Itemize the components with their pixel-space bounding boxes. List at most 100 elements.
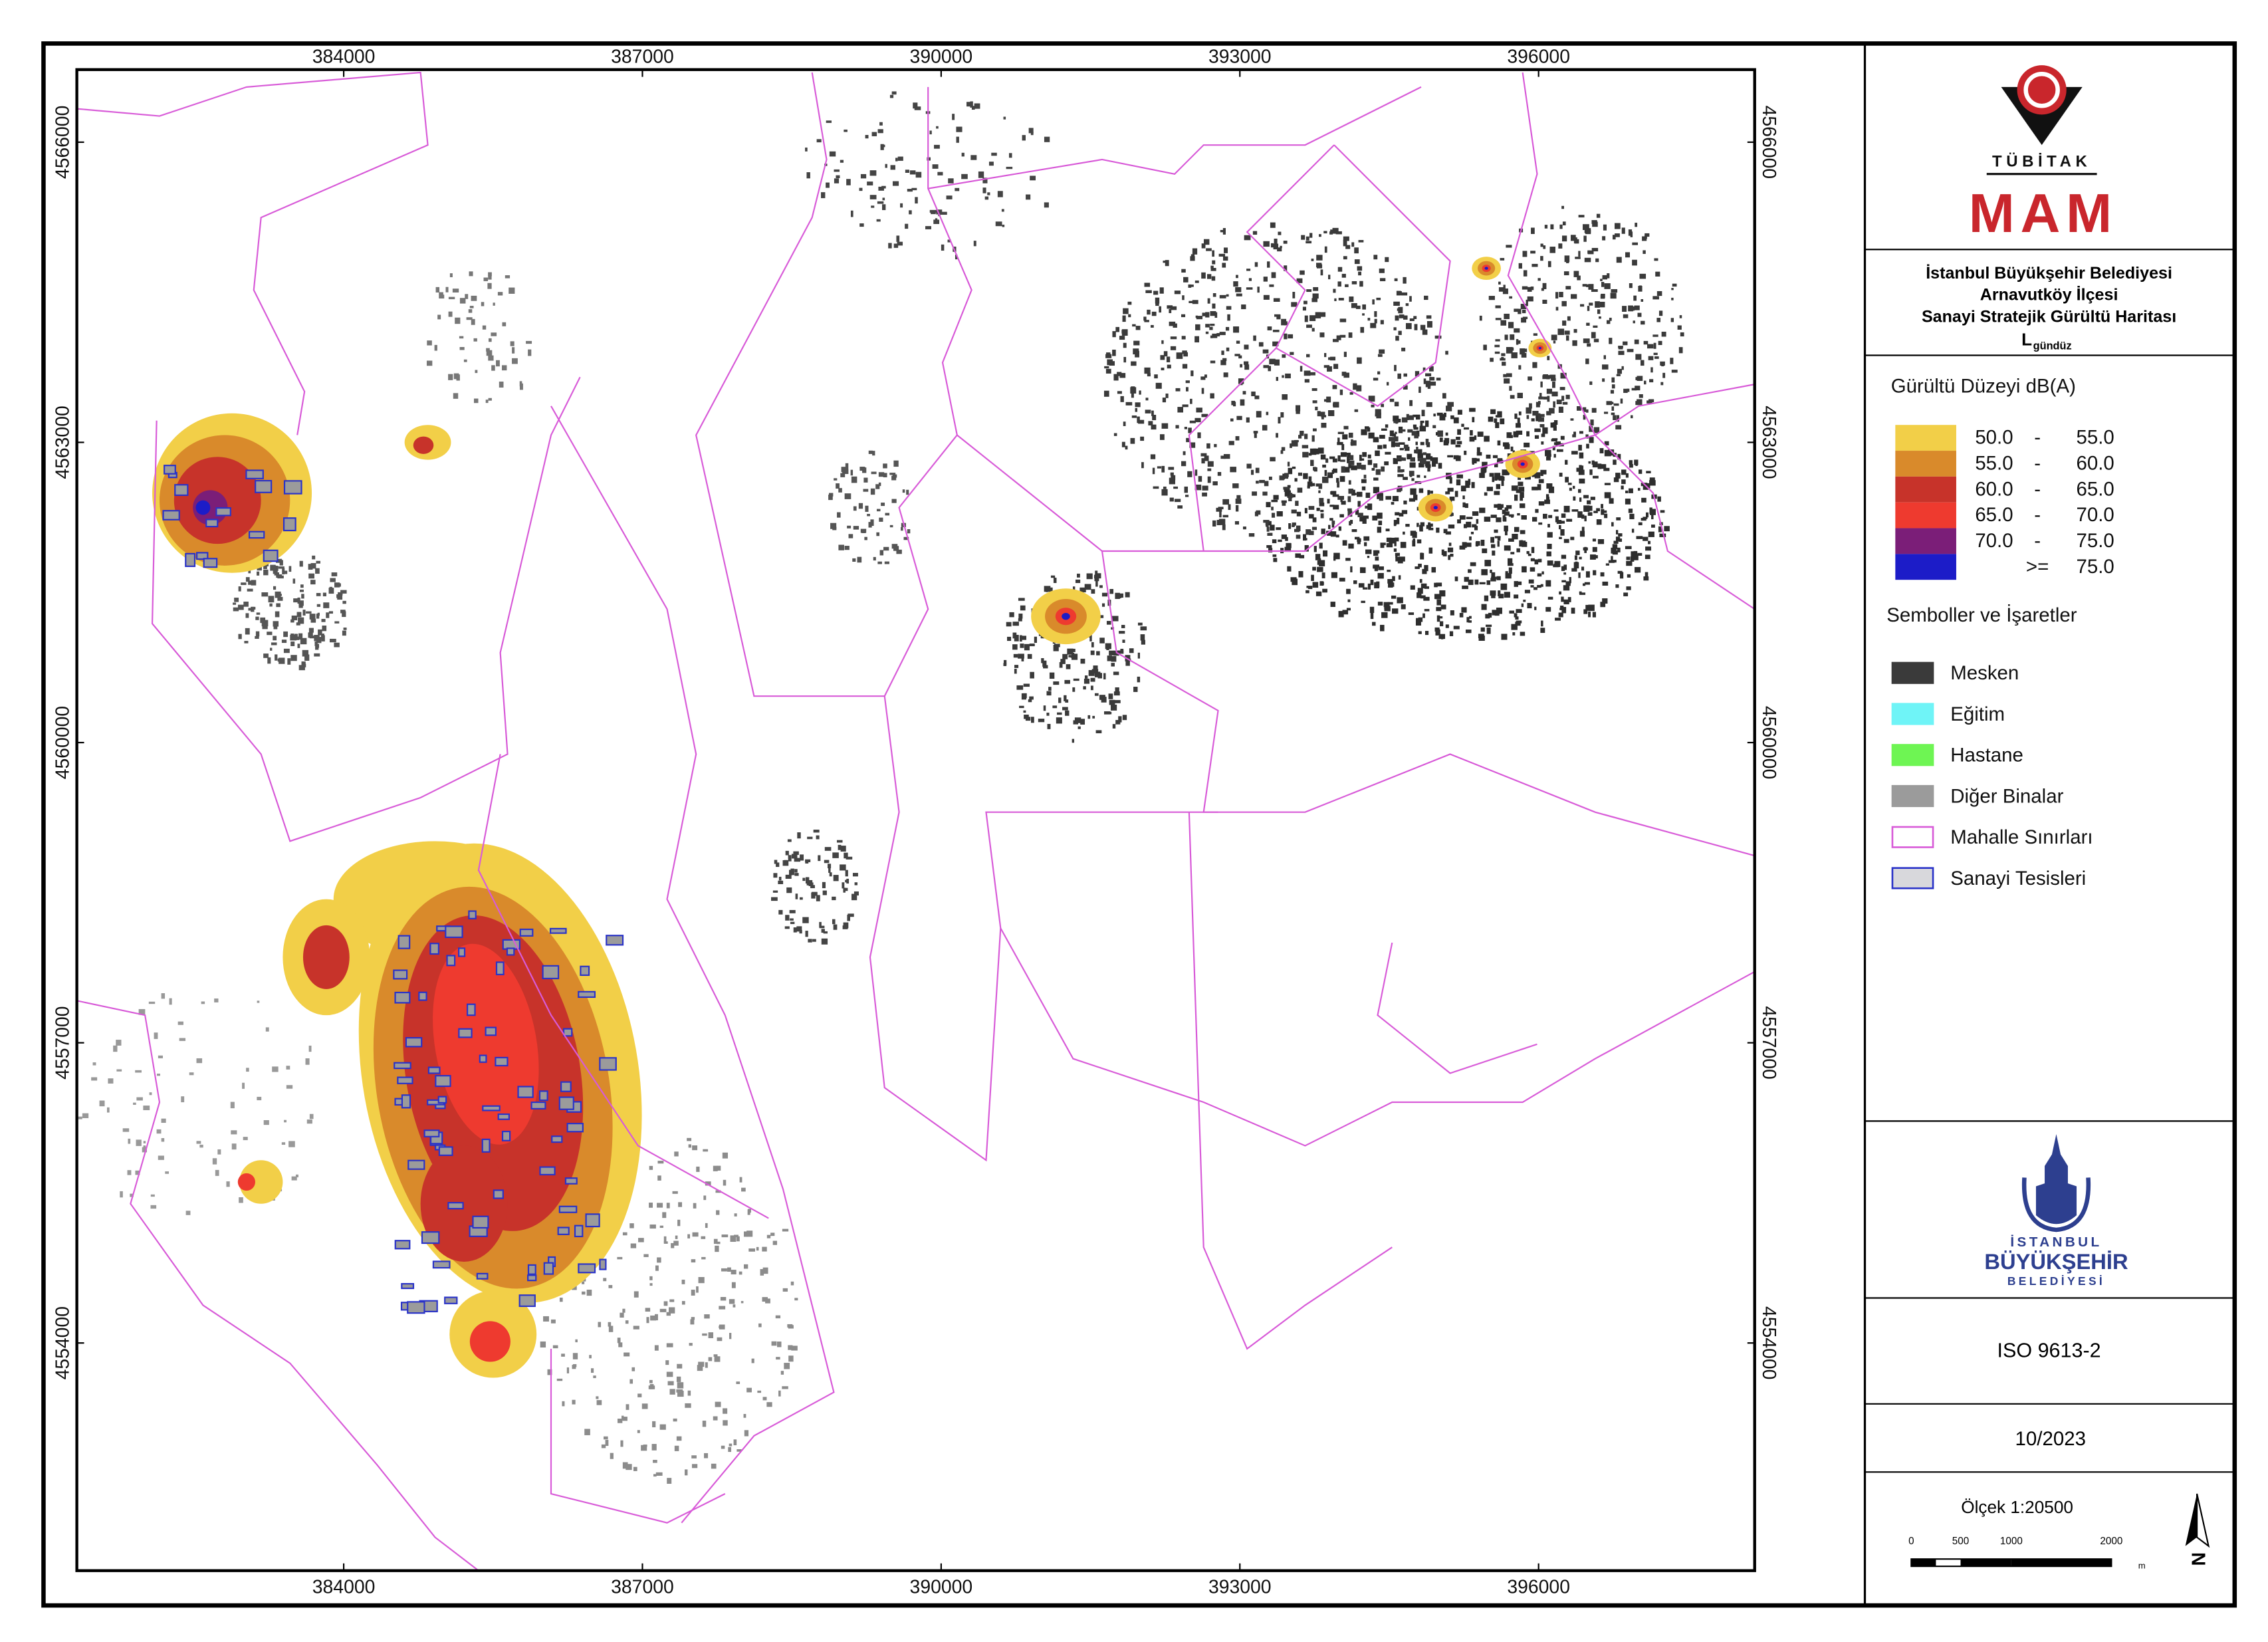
building (596, 1396, 599, 1399)
building (1044, 586, 1051, 592)
building (1189, 420, 1196, 423)
building (621, 1415, 624, 1421)
building (1537, 278, 1541, 281)
building (263, 1120, 269, 1125)
building (1504, 525, 1508, 532)
building (1392, 433, 1397, 437)
building (1623, 388, 1628, 394)
building (785, 915, 790, 921)
building (1469, 408, 1476, 412)
building (1482, 466, 1487, 473)
building (1130, 387, 1137, 394)
building (1623, 341, 1628, 346)
building (1616, 257, 1622, 263)
building (1532, 362, 1537, 368)
building (1312, 517, 1317, 523)
building (1329, 505, 1335, 507)
building (774, 860, 778, 864)
building (1603, 510, 1607, 513)
building (270, 647, 273, 651)
building (143, 1145, 146, 1149)
building (1246, 417, 1250, 423)
building (1169, 308, 1172, 314)
building (1604, 492, 1611, 499)
legend-label: - (2034, 530, 2041, 552)
industry (397, 1076, 413, 1084)
building (727, 1267, 731, 1272)
building (1383, 444, 1387, 449)
building (721, 1268, 727, 1272)
building (701, 1236, 706, 1239)
building (1252, 231, 1258, 235)
building (1099, 638, 1105, 644)
noise-zone (433, 943, 539, 1145)
building (486, 350, 493, 356)
building (704, 1453, 709, 1459)
building (1367, 556, 1370, 558)
building (1219, 294, 1226, 298)
building (1543, 374, 1548, 379)
building (1514, 308, 1519, 312)
building (1680, 332, 1684, 337)
building (620, 1312, 624, 1318)
building (276, 594, 282, 596)
building (778, 909, 783, 915)
building (1181, 336, 1186, 340)
building (1601, 504, 1603, 509)
building (832, 919, 836, 925)
building (833, 924, 838, 930)
building (1373, 463, 1378, 468)
building (844, 546, 850, 550)
building (1311, 527, 1317, 530)
building (1182, 350, 1187, 354)
industry (438, 1146, 453, 1156)
building (770, 1232, 775, 1236)
building (1354, 259, 1360, 265)
building (1616, 530, 1619, 534)
building (1196, 408, 1202, 413)
building (788, 870, 793, 876)
building (1429, 382, 1436, 386)
boundary (1246, 144, 1451, 408)
building (1585, 604, 1589, 611)
building (1419, 525, 1423, 532)
building (843, 922, 849, 929)
building (1611, 289, 1618, 293)
building (873, 556, 876, 561)
building (1572, 340, 1577, 346)
building (1593, 325, 1598, 328)
building (1290, 443, 1292, 448)
building (1618, 346, 1623, 348)
building (1170, 336, 1177, 340)
building (1456, 441, 1462, 445)
building (1583, 414, 1586, 420)
building (1044, 136, 1050, 142)
industry (397, 935, 411, 949)
building (1403, 373, 1407, 377)
building (789, 909, 796, 913)
building (593, 1375, 596, 1379)
building (881, 503, 885, 507)
building (1177, 505, 1183, 509)
building (1273, 558, 1278, 562)
building (1508, 514, 1514, 517)
building (878, 482, 881, 487)
building (955, 187, 960, 191)
building (778, 880, 784, 884)
industry (447, 1202, 464, 1210)
building (790, 918, 794, 921)
building (1343, 352, 1347, 357)
building (1152, 414, 1157, 421)
building (1190, 398, 1192, 404)
building (1377, 354, 1383, 357)
building (1345, 452, 1351, 455)
building (445, 287, 449, 293)
building (1648, 540, 1651, 544)
building (1056, 717, 1062, 724)
building (1468, 620, 1472, 623)
building (1377, 602, 1383, 606)
building (1161, 368, 1165, 371)
building (1186, 437, 1190, 443)
building (181, 1096, 185, 1103)
building (868, 450, 873, 454)
